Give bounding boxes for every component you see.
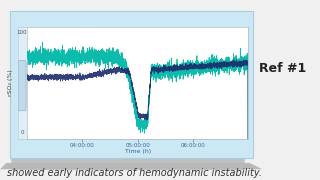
- FancyBboxPatch shape: [18, 60, 26, 111]
- Text: 100: 100: [17, 30, 27, 35]
- Text: showed early indicators of hemodynamic instability.: showed early indicators of hemodynamic i…: [7, 168, 262, 178]
- X-axis label: Time (h): Time (h): [124, 149, 151, 154]
- Text: 0: 0: [20, 130, 24, 135]
- Text: rSO₂ (%): rSO₂ (%): [8, 69, 13, 96]
- Text: Ref #1: Ref #1: [259, 62, 306, 75]
